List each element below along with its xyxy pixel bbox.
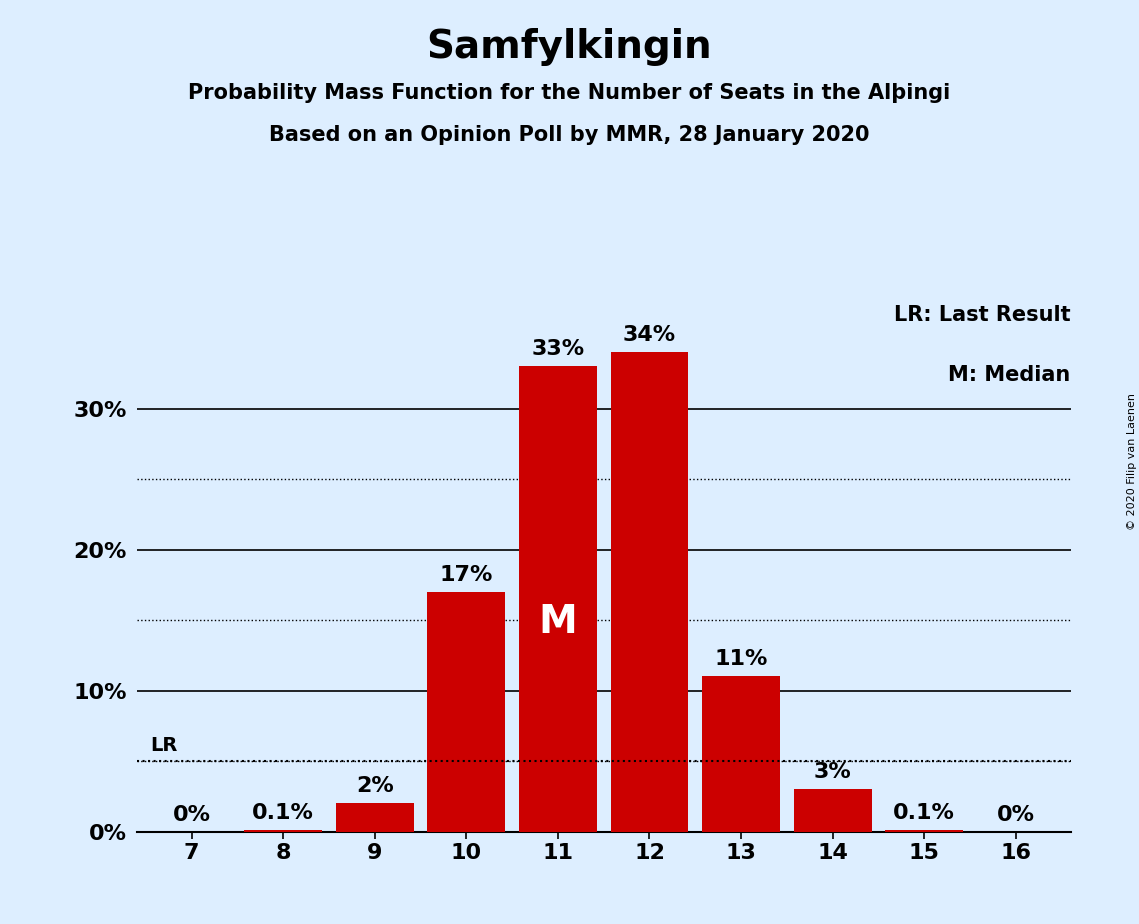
Bar <box>885 830 964 832</box>
Text: LR: LR <box>150 736 178 756</box>
Bar <box>702 676 780 832</box>
Text: 0%: 0% <box>997 805 1034 824</box>
Bar <box>611 352 688 832</box>
Bar <box>794 789 871 832</box>
Text: Samfylkingin: Samfylkingin <box>427 28 712 66</box>
Text: M: Median: M: Median <box>949 365 1071 385</box>
Text: 2%: 2% <box>355 776 394 796</box>
Bar <box>519 366 597 832</box>
Text: © 2020 Filip van Laenen: © 2020 Filip van Laenen <box>1126 394 1137 530</box>
Text: Probability Mass Function for the Number of Seats in the Alþingi: Probability Mass Function for the Number… <box>188 83 951 103</box>
Text: Based on an Opinion Poll by MMR, 28 January 2020: Based on an Opinion Poll by MMR, 28 Janu… <box>269 125 870 145</box>
Text: 0.1%: 0.1% <box>252 803 314 823</box>
Text: 11%: 11% <box>714 650 768 669</box>
Text: LR: Last Result: LR: Last Result <box>894 305 1071 325</box>
Text: 0.1%: 0.1% <box>893 803 956 823</box>
Text: 17%: 17% <box>440 565 493 585</box>
Text: 33%: 33% <box>531 339 584 359</box>
Text: M: M <box>539 603 577 641</box>
Bar <box>427 592 506 832</box>
Text: 3%: 3% <box>813 762 852 783</box>
Bar <box>244 830 322 832</box>
Text: 0%: 0% <box>173 805 211 824</box>
Bar <box>336 803 413 832</box>
Text: 34%: 34% <box>623 325 677 345</box>
